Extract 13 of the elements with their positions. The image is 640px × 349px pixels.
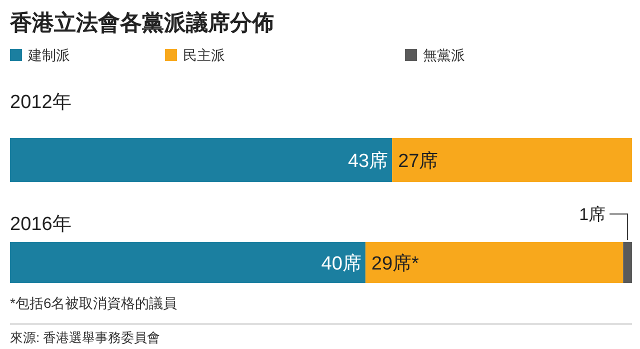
legend-label: 無黨派: [423, 47, 465, 63]
data-label: 40席: [321, 252, 362, 274]
chart-title: 香港立法會各黨派議席分佈: [9, 10, 274, 35]
text: *包括6名被取消資格的議員: [10, 295, 178, 311]
data-label: 29席*: [371, 252, 420, 274]
legend-label: 建制派: [27, 47, 70, 63]
text: 來源: 香港選舉事務委員會: [10, 330, 160, 345]
data-label: 1席: [579, 205, 606, 224]
data-label: 43席: [348, 150, 388, 172]
data-label: 27席: [398, 150, 438, 172]
chart-title: 2016年: [10, 214, 72, 235]
chart-subtitle: 2012年: [10, 92, 72, 113]
legend-label: 民主派: [183, 47, 225, 63]
